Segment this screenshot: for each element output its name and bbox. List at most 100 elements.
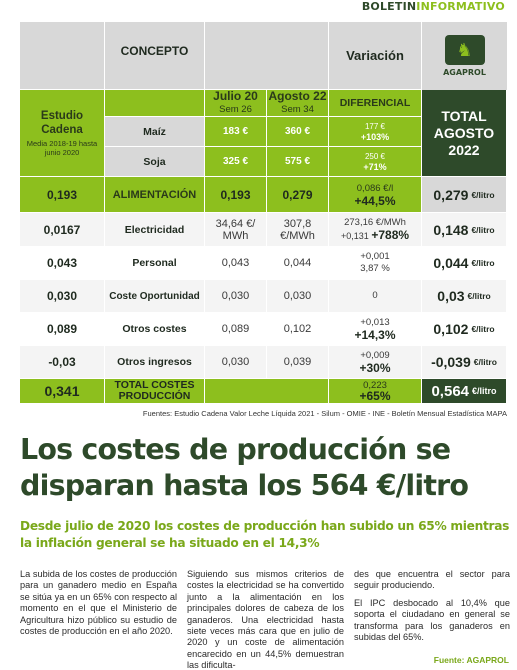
estudio-title: Estudio Cadena	[40, 110, 84, 136]
maiz-agosto: 360 €	[267, 117, 329, 147]
oport-label: Coste Oportunidad	[105, 280, 205, 313]
alim-total-unit: €/litro	[471, 189, 495, 200]
total-label: TOTAL COSTES PRODUCCIÓN	[105, 379, 205, 404]
total-blank	[205, 379, 329, 404]
otros-ingresos-agosto: 0,039	[267, 346, 329, 379]
oport-total: 0,03 €/litro	[422, 280, 507, 313]
brand-part2: INFORMATIVO	[416, 0, 505, 13]
oport-diff: 0	[329, 280, 422, 313]
logo-text: AGAPROL	[443, 68, 486, 77]
elec-label: Electricidad	[105, 213, 205, 247]
newsletter-brand: BOLETININFORMATIVO	[362, 0, 505, 13]
otros-ingresos-total-value: -0,039	[431, 354, 471, 370]
maiz-diff-small: 177 €	[364, 121, 386, 131]
soja-label: Soja	[105, 147, 205, 177]
header-variacion: Variación	[329, 22, 422, 90]
otros-ingresos-total: -0,039 €/litro	[422, 346, 507, 379]
table-source: Fuentes: Estudio Cadena Valor Leche Líqu…	[142, 409, 507, 418]
maiz-diff: 177 € +103%	[329, 117, 422, 147]
alim-total: 0,279 €/litro	[422, 177, 507, 213]
soja-diff: 250 € +71%	[329, 147, 422, 177]
agosto-title: Agosto 22	[268, 90, 327, 103]
total-unit: €/litro	[472, 386, 497, 396]
estudio-sub: Media 2018-19 hasta junio 2020	[26, 139, 98, 157]
alim-diff-big: +44,5%	[354, 193, 396, 208]
oport-diff-small: 0	[372, 290, 378, 301]
julio-sub: Sem 26	[219, 104, 252, 115]
blank-green	[105, 90, 205, 117]
oport-estudio: 0,030	[20, 280, 105, 313]
header-concepto: CONCEPTO	[105, 22, 205, 90]
total-value: 0,564	[431, 382, 470, 400]
article-column-3: des que encuentra el sector para seguir …	[354, 569, 510, 670]
otros-costes-diff-small: +0,013	[360, 317, 390, 328]
personal-total-unit: €/litro	[471, 258, 495, 268]
personal-estudio: 0,043	[20, 247, 105, 280]
alim-total-value: 0,279	[433, 186, 469, 203]
alim-julio: 0,193	[205, 177, 267, 213]
otros-ingresos-diff-small: +0,009	[360, 350, 390, 361]
alim-agosto: 0,279	[267, 177, 329, 213]
article-body: La subida de los costes de producción pa…	[20, 569, 510, 670]
otros-costes-total-unit: €/litro	[471, 324, 495, 334]
article-credit: Fuente: AGAPROL	[433, 655, 509, 665]
agaprol-logo: ♞ AGAPROL	[422, 22, 507, 90]
total-value-cell: 0,564 €/litro	[422, 379, 507, 404]
diferencial-header: DIFERENCIAL	[329, 90, 422, 117]
personal-julio: 0,043	[205, 247, 267, 280]
elec-diff-prefix: +0,131	[340, 230, 369, 241]
personal-diff-small: +0,001	[360, 251, 390, 262]
soja-agosto: 575 €	[267, 147, 329, 177]
personal-label: Personal	[105, 247, 205, 280]
otros-costes-total-value: 0,102	[433, 321, 469, 337]
elec-diff-small: 273,16 €/MWh	[344, 216, 406, 228]
personal-total-value: 0,044	[433, 255, 469, 271]
personal-diff-big: 3,87 %	[360, 263, 390, 274]
alim-label: ALIMENTACIÓN	[105, 177, 205, 213]
otros-costes-diff-big: +14,3%	[354, 328, 396, 342]
otros-costes-estudio: 0,089	[20, 313, 105, 346]
total-agosto-header: TOTAL AGOSTO 2022	[422, 90, 507, 177]
elec-total-unit: €/litro	[471, 224, 495, 235]
julio-title: Julio 20	[213, 90, 258, 103]
elec-estudio: 0,0167	[20, 213, 105, 247]
article-column-1: La subida de los costes de producción pa…	[20, 569, 177, 670]
oport-total-value: 0,03	[437, 288, 465, 304]
personal-diff: +0,001 3,87 %	[329, 247, 422, 280]
elec-total-value: 0,148	[433, 221, 469, 238]
alim-diff: 0,086 €/l +44,5%	[329, 177, 422, 213]
oport-agosto: 0,030	[267, 280, 329, 313]
alim-estudio: 0,193	[20, 177, 105, 213]
otros-costes-total: 0,102 €/litro	[422, 313, 507, 346]
julio-header: Julio 20 Sem 26	[205, 90, 267, 117]
otros-ingresos-diff-big: +30%	[359, 361, 391, 375]
otros-ingresos-label: Otros ingresos	[105, 346, 205, 379]
otros-costes-agosto: 0,102	[267, 313, 329, 346]
oport-total-unit: €/litro	[467, 291, 491, 301]
soja-julio: 325 €	[205, 147, 267, 177]
otros-costes-label: Otros costes	[105, 313, 205, 346]
otros-ingresos-total-unit: €/litro	[473, 357, 497, 367]
otros-ingresos-estudio: -0,03	[20, 346, 105, 379]
cost-table: CONCEPTO Variación ♞ AGAPROL Estudio Cad…	[20, 22, 507, 404]
alim-diff-small: 0,086 €/l	[356, 182, 394, 194]
estudio-cadena-header: Estudio Cadena Media 2018-19 hasta junio…	[20, 90, 105, 177]
total-diff: 0,223 +65%	[329, 379, 422, 404]
total-estudio: 0,341	[20, 379, 105, 404]
oport-julio: 0,030	[205, 280, 267, 313]
header-blank-2	[205, 22, 329, 90]
article-paragraph: Siguiendo sus mismos criterios de costes…	[187, 569, 344, 670]
elec-agosto: 307,8 €/MWh	[267, 213, 329, 247]
soja-diff-pct: +71%	[363, 161, 387, 172]
otros-ingresos-diff: +0,009 +30%	[329, 346, 422, 379]
article-paragraph: La subida de los costes de producción pa…	[20, 569, 177, 637]
maiz-diff-pct: +103%	[360, 131, 390, 142]
article-paragraph: El IPC desbocado al 10,4% que soporta el…	[354, 597, 510, 643]
otros-ingresos-julio: 0,030	[205, 346, 267, 379]
headline: Los costes de producción se disparan has…	[20, 433, 469, 502]
brand-part1: BOLETIN	[361, 0, 417, 13]
header-blank	[20, 22, 105, 90]
elec-julio: 34,64 €/ MWh	[205, 213, 267, 247]
elec-diff-big: +788%	[371, 227, 410, 242]
article-column-2: Siguiendo sus mismos criterios de costes…	[187, 569, 344, 670]
